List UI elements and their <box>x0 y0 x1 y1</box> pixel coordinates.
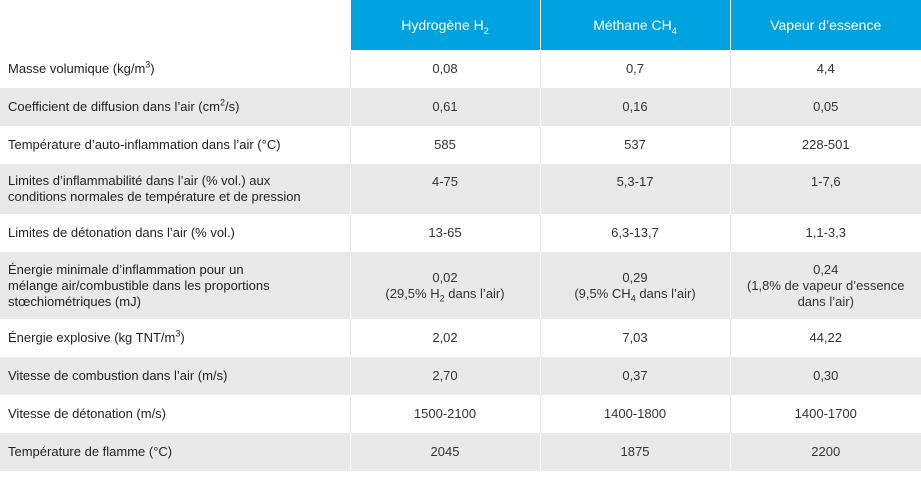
cell-petrol-vapour: 4,4 <box>729 50 921 88</box>
cell-methane: 0,7 <box>539 50 730 88</box>
cell-methane: 1875 <box>539 433 730 471</box>
cell-petrol-vapour: 0,24 (1,8% de vapeur d’essence dans l’ai… <box>729 252 921 319</box>
cell-methane: 7,03 <box>539 319 730 357</box>
table-row: Énergie explosive (kg TNT/m3) 2,02 7,03 … <box>0 319 921 357</box>
row-label: Température d’auto-inflammation dans l’a… <box>0 126 350 164</box>
cell-hydrogen: 1500-2100 <box>349 395 540 433</box>
cell-methane: 0,16 <box>539 88 730 126</box>
cell-petrol-vapour: 1400-1700 <box>729 395 921 433</box>
cell-hydrogen: 0,02 (29,5% H2 dans l’air) <box>349 252 540 319</box>
table-row: Coefficient de diffusion dans l’air (cm2… <box>0 88 921 126</box>
cell-petrol-vapour: 1,1-3,3 <box>729 214 921 252</box>
table-row: Limites de détonation dans l’air (% vol.… <box>0 214 921 252</box>
cell-petrol-vapour: 228-501 <box>729 126 921 164</box>
cell-petrol-vapour: 0,30 <box>729 357 921 395</box>
cell-petrol-vapour: 2200 <box>729 433 921 471</box>
row-label: Énergie explosive (kg TNT/m3) <box>0 319 350 357</box>
cell-hydrogen: 13-65 <box>349 214 540 252</box>
row-label: Énergie minimale d’inflammation pour un … <box>0 252 350 319</box>
cell-methane: 0,29 (9,5% CH4 dans l’air) <box>539 252 730 319</box>
table-row: Vitesse de détonation (m/s) 1500-2100 14… <box>0 395 921 433</box>
cell-methane: 1400-1800 <box>539 395 730 433</box>
row-label: Vitesse de combustion dans l’air (m/s) <box>0 357 350 395</box>
cell-hydrogen: 2,02 <box>349 319 540 357</box>
cell-hydrogen: 2045 <box>349 433 540 471</box>
row-label: Limites de détonation dans l’air (% vol.… <box>0 214 350 252</box>
header-empty-cell <box>0 0 350 50</box>
header-hydrogen: Hydrogène H2 <box>349 0 540 50</box>
cell-hydrogen: 585 <box>349 126 540 164</box>
header-row: Hydrogène H2 Méthane CH4 Vapeur d’essenc… <box>0 0 921 50</box>
table-row: Masse volumique (kg/m3) 0,08 0,7 4,4 <box>0 50 921 88</box>
header-petrol-vapour: Vapeur d’essence <box>729 0 921 50</box>
row-label: Vitesse de détonation (m/s) <box>0 395 350 433</box>
table-row: Vitesse de combustion dans l’air (m/s) 2… <box>0 357 921 395</box>
cell-methane: 0,37 <box>539 357 730 395</box>
row-label: Coefficient de diffusion dans l’air (cm2… <box>0 88 350 126</box>
cell-hydrogen: 2,70 <box>349 357 540 395</box>
table-row: Limites d’inflammabilité dans l’air (% v… <box>0 164 921 214</box>
cell-petrol-vapour: 0,05 <box>729 88 921 126</box>
cell-methane: 6,3-13,7 <box>539 214 730 252</box>
cell-petrol-vapour: 1-7,6 <box>729 164 921 214</box>
table-row: Énergie minimale d’inflammation pour un … <box>0 252 921 319</box>
cell-hydrogen: 0,08 <box>349 50 540 88</box>
cell-hydrogen: 4-75 <box>349 164 540 214</box>
row-label: Masse volumique (kg/m3) <box>0 50 350 88</box>
cell-hydrogen: 0,61 <box>349 88 540 126</box>
table-row: Température de flamme (°C) 2045 1875 220… <box>0 433 921 471</box>
cell-methane: 537 <box>539 126 730 164</box>
cell-methane: 5,3-17 <box>539 164 730 214</box>
row-label: Limites d’inflammabilité dans l’air (% v… <box>0 164 350 214</box>
cell-petrol-vapour: 44,22 <box>729 319 921 357</box>
table-row: Température d’auto-inflammation dans l’a… <box>0 126 921 164</box>
row-label: Température de flamme (°C) <box>0 433 350 471</box>
header-methane: Méthane CH4 <box>539 0 730 50</box>
